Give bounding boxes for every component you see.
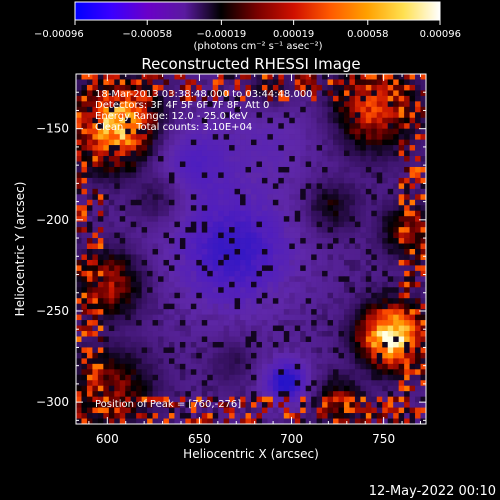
- colorbar-ticks: −0.00096 −0.00058 −0.00019 0.00019 0.00058 0.…: [34, 20, 461, 40]
- x-tick-label: 650: [188, 432, 211, 446]
- y-tick-label: −200: [36, 213, 69, 227]
- peak-position-label: Position of Peak = [760,-276]: [95, 399, 241, 410]
- colorbar-tick-label: 0.00058: [347, 29, 388, 40]
- y-axis-label: Heliocentric Y (arcsec): [13, 182, 27, 317]
- colorbar-tick-label: 0.00096: [420, 29, 461, 40]
- x-tick-label: 750: [372, 432, 395, 446]
- annotation-energy-range: Energy Range: 12.0 - 25.0 keV: [95, 111, 248, 122]
- y-tick-label: −250: [36, 304, 69, 318]
- colorbar-unit-label: (photons cm⁻² s⁻¹ asec⁻²): [193, 41, 322, 52]
- plot-frame: [75, 73, 427, 425]
- y-tick-label: −300: [36, 395, 69, 409]
- colorbar-tick-label: 0.00019: [273, 29, 314, 40]
- colorbar: −0.00096 −0.00058 −0.00019 0.00019 0.00058 0.…: [34, 1, 461, 52]
- annotation-detectors: Detectors: 3F 4F 5F 6F 7F 8F, Att 0: [95, 100, 269, 111]
- x-tick-label: 700: [280, 432, 303, 446]
- annotation-time-range: 18-Mar-2013 03:38:48.000 to 03:44:48.000: [95, 89, 313, 100]
- y-tick-label: −150: [36, 122, 69, 136]
- colorbar-tick-label: −0.00096: [34, 29, 84, 40]
- x-axis: 600 650 700 750: [88, 74, 421, 446]
- heatmap-image: [76, 74, 426, 424]
- colorbar-gradient: [74, 1, 441, 21]
- y-axis: −150 −200 −250 −300: [36, 73, 426, 421]
- colorbar-tick-label: −0.00058: [122, 29, 172, 40]
- x-axis-label: Heliocentric X (arcsec): [183, 447, 319, 461]
- x-tick-label: 600: [96, 432, 119, 446]
- chart-title: Reconstructed RHESSI Image: [141, 55, 360, 73]
- colorbar-tick-label: −0.00019: [197, 29, 247, 40]
- annotation-counts: Clean Total counts: 3.10E+04: [95, 122, 252, 133]
- footer-date: 12-May-2022 00:10: [369, 484, 496, 499]
- observation-info: 18-Mar-2013 03:38:48.000 to 03:44:48.000…: [95, 89, 313, 133]
